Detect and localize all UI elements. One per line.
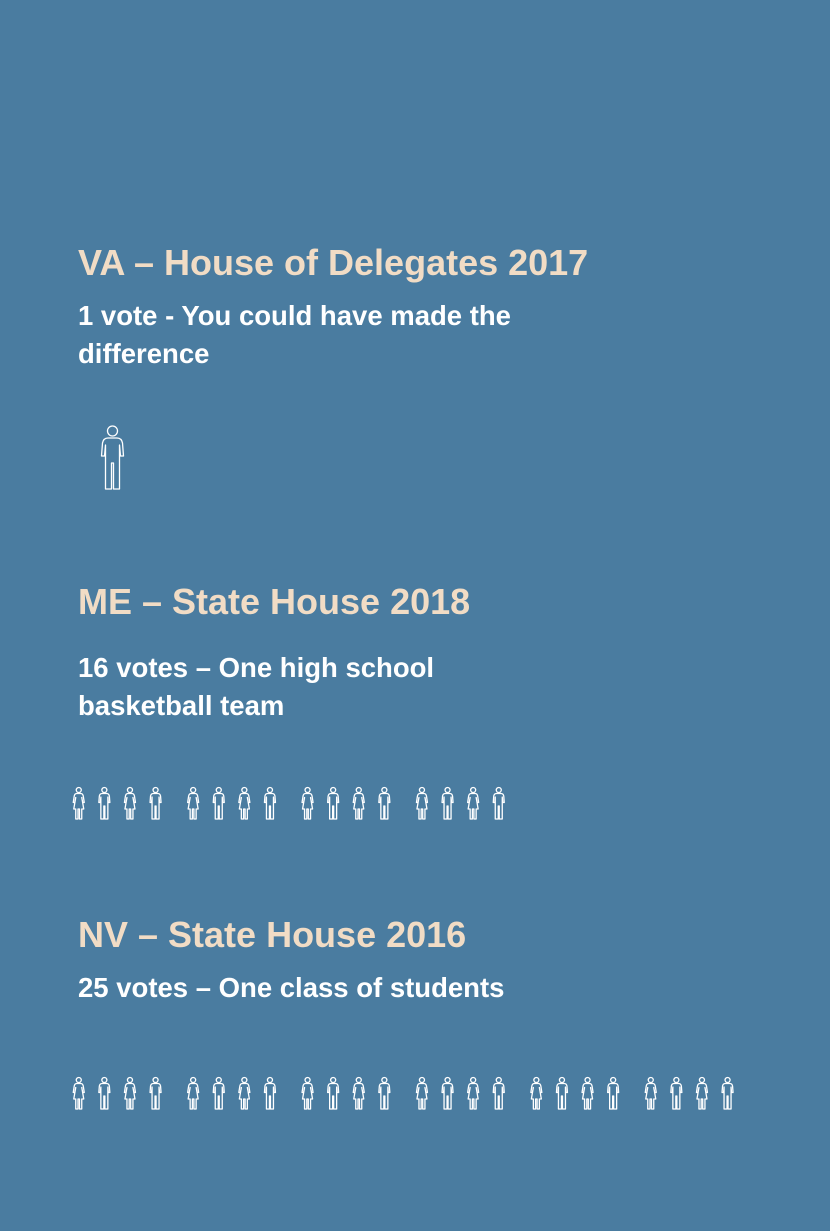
person-woman-outline-icon — [72, 786, 85, 820]
person-woman-outline-icon — [466, 1076, 480, 1110]
person-man-outline-icon — [149, 1076, 162, 1110]
person-man-outline-icon — [100, 425, 125, 490]
person-man-outline-icon — [492, 786, 505, 820]
person-woman-outline-icon — [695, 1076, 709, 1110]
person-woman-outline-icon — [415, 786, 429, 820]
person-woman-outline-icon — [415, 1076, 429, 1110]
person-man-outline-icon — [149, 786, 162, 820]
person-woman-outline-icon — [301, 786, 314, 820]
va-subtext: 1 vote - You could have made the differe… — [78, 300, 511, 369]
person-woman-outline-icon — [530, 1076, 543, 1110]
person-woman-outline-icon — [72, 1076, 85, 1110]
person-woman-outline-icon — [238, 786, 251, 820]
person-woman-outline-icon — [238, 1076, 251, 1110]
person-man-outline-icon — [555, 1076, 569, 1110]
nv-subtext: 25 votes – One class of students — [78, 972, 505, 1003]
person-man-outline-icon — [263, 786, 277, 820]
person-man-outline-icon — [212, 786, 225, 820]
person-man-outline-icon — [492, 1076, 505, 1110]
person-man-outline-icon — [263, 1076, 277, 1110]
person-woman-outline-icon — [301, 1076, 314, 1110]
person-woman-outline-icon — [186, 786, 200, 820]
person-man-outline-icon — [441, 1076, 454, 1110]
person-man-outline-icon — [670, 1076, 683, 1110]
person-man-outline-icon — [607, 1076, 620, 1110]
person-woman-outline-icon — [466, 786, 480, 820]
va-heading: VA – House of Delegates 2017 — [78, 242, 589, 283]
person-man-outline-icon — [378, 786, 391, 820]
me-heading: ME – State House 2018 — [78, 581, 471, 622]
person-man-outline-icon — [326, 786, 340, 820]
person-woman-outline-icon — [123, 786, 137, 820]
me-subtext: 16 votes – One high school basketball te… — [78, 652, 435, 721]
person-woman-outline-icon — [644, 1076, 657, 1110]
person-man-outline-icon — [98, 786, 111, 820]
person-woman-outline-icon — [352, 1076, 365, 1110]
person-woman-outline-icon — [581, 1076, 594, 1110]
person-man-outline-icon — [98, 1076, 111, 1110]
person-woman-outline-icon — [186, 1076, 200, 1110]
person-man-outline-icon — [326, 1076, 340, 1110]
person-man-outline-icon — [212, 1076, 225, 1110]
person-man-outline-icon — [441, 786, 454, 820]
person-woman-outline-icon — [352, 786, 365, 820]
person-woman-outline-icon — [123, 1076, 137, 1110]
person-man-outline-icon — [378, 1076, 391, 1110]
nv-heading: NV – State House 2016 — [78, 914, 467, 955]
person-man-outline-icon — [721, 1076, 734, 1110]
